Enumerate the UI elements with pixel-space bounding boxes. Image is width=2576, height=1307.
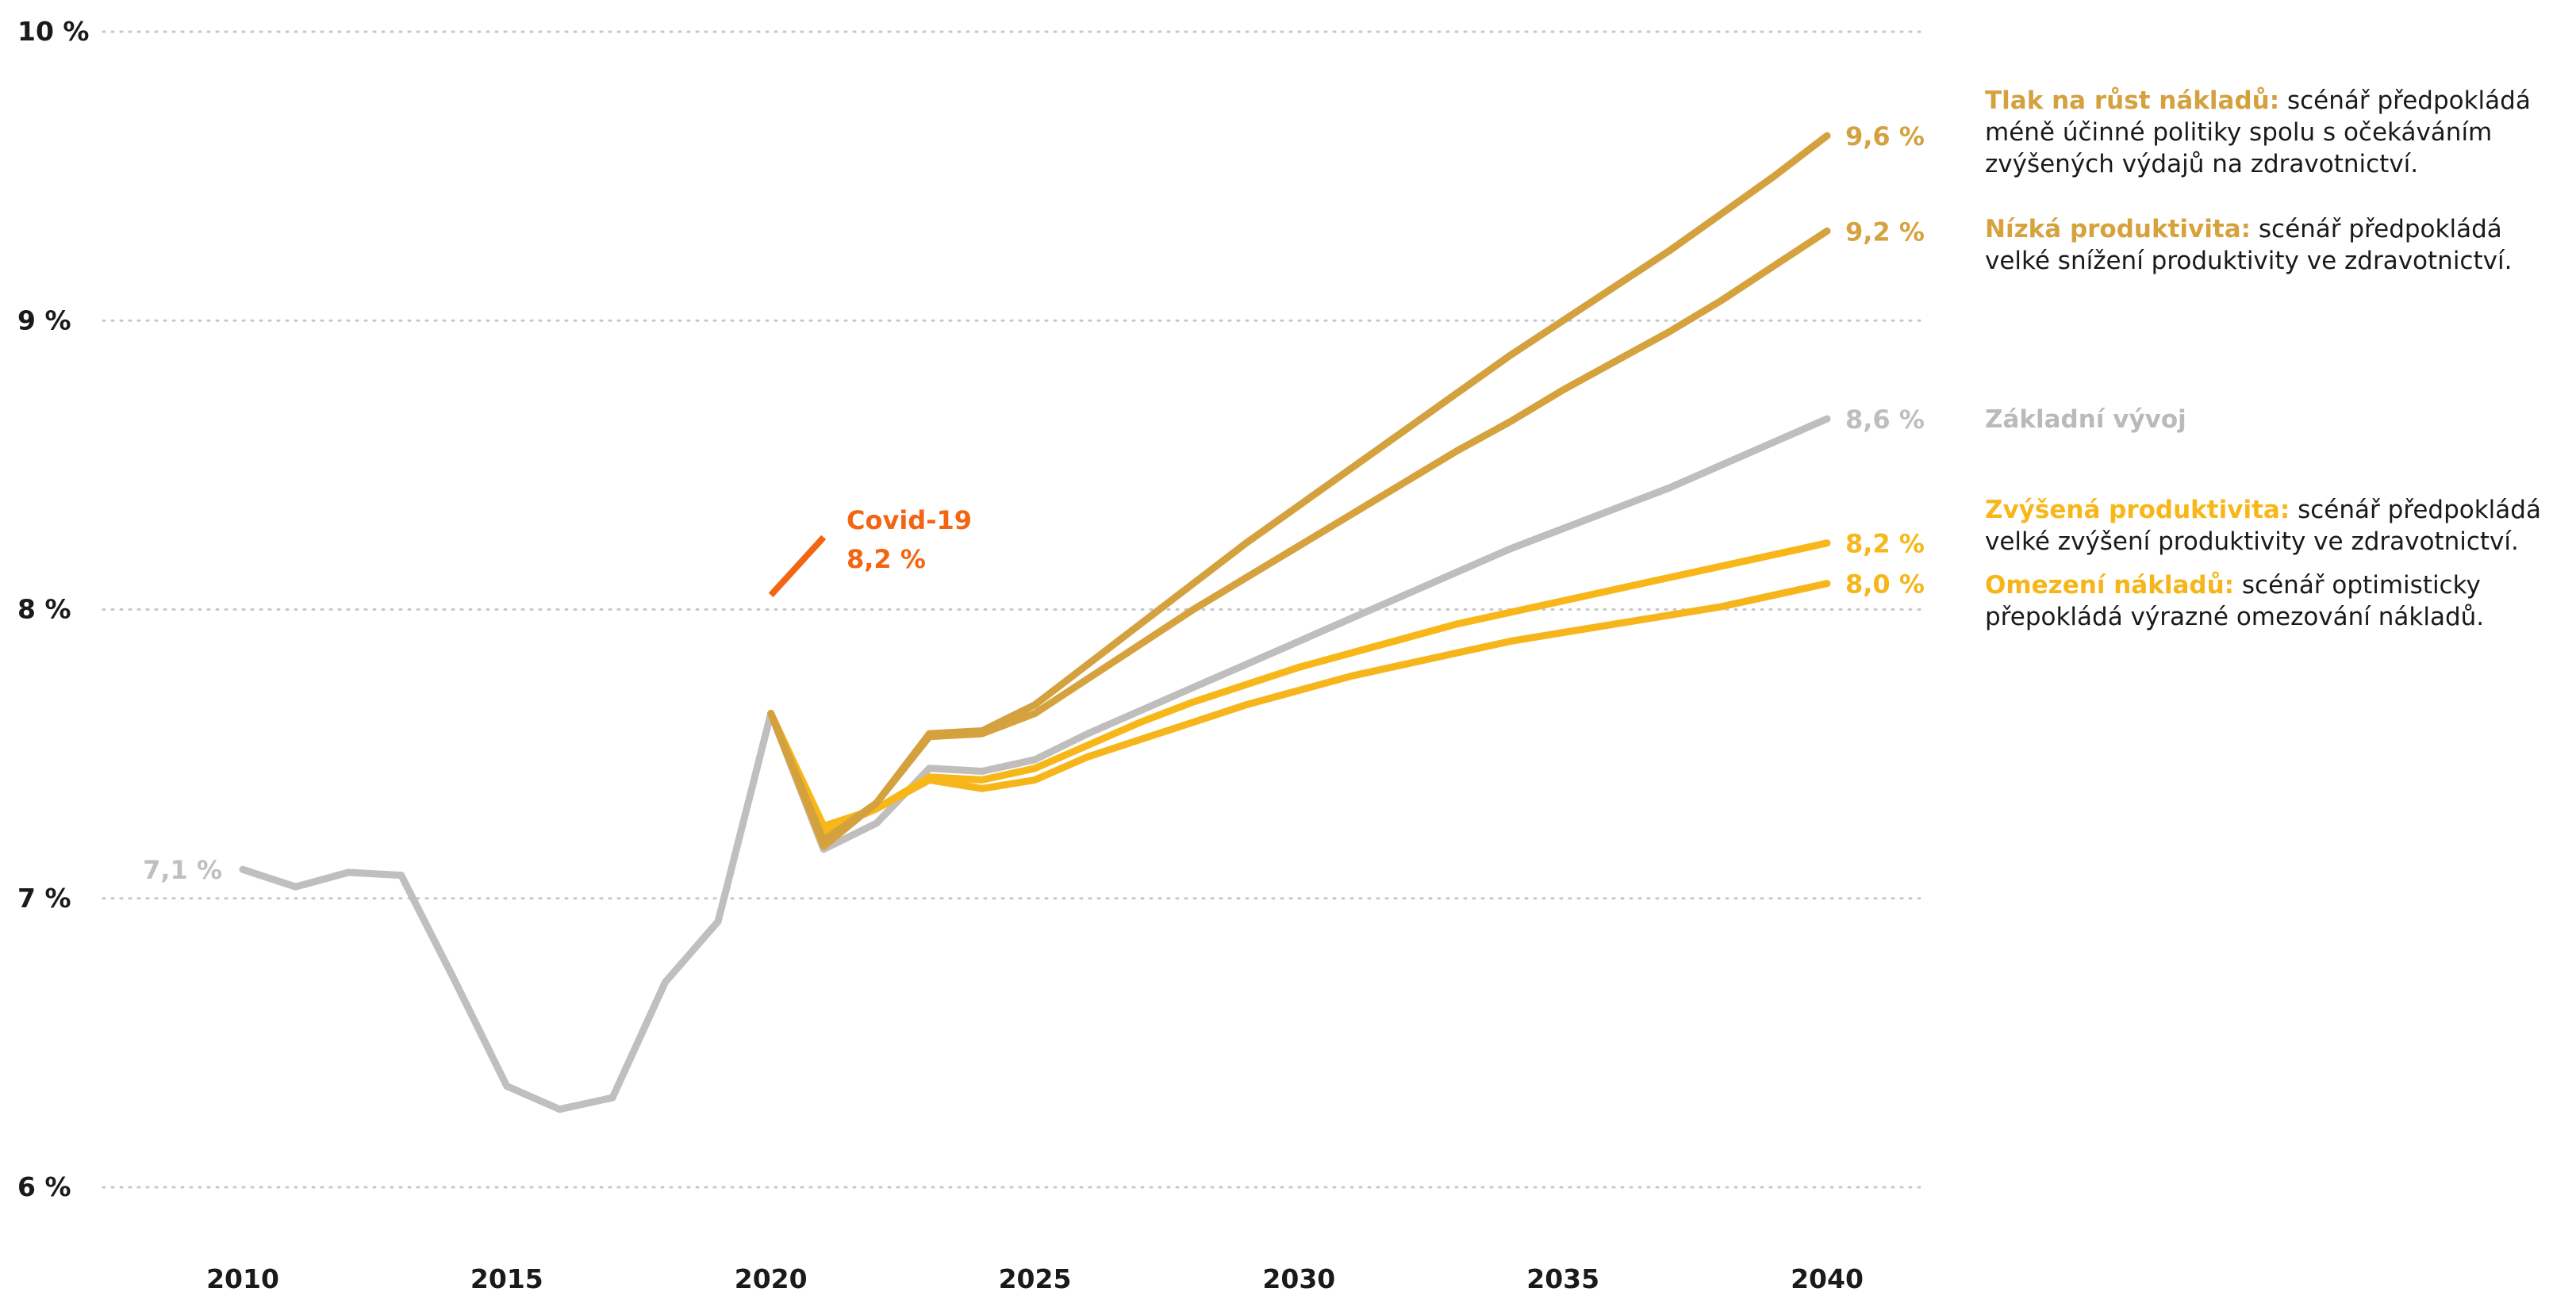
series-line-historie [239, 710, 827, 1113]
x-tick-label: 2040 [1791, 1263, 1864, 1294]
legend-name: Tlak na růst nákladů: [1985, 86, 2280, 115]
x-tick-label: 2025 [999, 1263, 1072, 1294]
end-label-zvysena: 8,2 % [1845, 529, 1925, 559]
series-line-zakladni [767, 415, 1831, 853]
grid-lines [102, 30, 1925, 1189]
legend-description: scénář optimisticky přepokládá výrazné o… [1985, 571, 2485, 631]
legend-item-zakladni: Základní vývoj [1985, 404, 2572, 435]
legend-name: Nízká produktivita: [1985, 215, 2252, 243]
legend-description: scénář předpokládá méně účinné politiky … [1985, 86, 2531, 178]
series-line-omezeni [767, 580, 1831, 836]
y-tick-label: 9 % [17, 305, 71, 335]
series-line-covid [768, 535, 827, 597]
legend-name: Zvýšená produktivita: [1985, 496, 2290, 524]
legend-name: Omezení nákladů: [1985, 571, 2235, 600]
covid-annotation-title: Covid-19 [847, 505, 972, 535]
covid-annotation-value: 8,2 % [847, 544, 926, 574]
y-tick-label: 8 % [17, 594, 71, 625]
end-label-nizka: 9,2 % [1845, 217, 1925, 247]
x-axis-ticks: 2010 2015 2020 2025 2030 2035 2040 [206, 1263, 1864, 1294]
legend-description: scénář předpokládá velké zvýšení produkt… [1985, 496, 2541, 556]
annotations: 7,1 % Covid-19 8,2 % [143, 505, 972, 885]
x-tick-label: 2030 [1262, 1263, 1335, 1294]
x-tick-label: 2015 [470, 1263, 543, 1294]
x-tick-label: 2035 [1526, 1263, 1599, 1294]
end-labels: 9,6 % 9,2 % 8,6 % 8,2 % 8,0 % [1845, 121, 1925, 600]
series-lines [239, 132, 1831, 1113]
legend-item-omezeni: Omezení nákladů: scénář optimisticky pře… [1985, 569, 2572, 633]
end-label-tlak: 9,6 % [1845, 121, 1925, 151]
y-tick-label: 7 % [17, 883, 71, 914]
legend-description: scénář předpokládá velké snížení produkt… [1985, 215, 2513, 275]
legend-name: Základní vývoj [1985, 405, 2186, 434]
x-tick-label: 2010 [206, 1263, 279, 1294]
start-value-label: 7,1 % [143, 855, 222, 885]
end-label-omezeni: 8,0 % [1845, 569, 1925, 600]
y-tick-label: 6 % [17, 1171, 71, 1202]
x-tick-label: 2020 [735, 1263, 808, 1294]
legend-item-zvysena: Zvýšená produktivita: scénář předpokládá… [1985, 494, 2572, 558]
series-line-zvysena [767, 539, 1831, 830]
series-line-nizka [767, 227, 1831, 850]
y-tick-label: 10 % [17, 16, 89, 47]
legend-item-nizka: Nízká produktivita: scénář předpokládá v… [1985, 213, 2572, 277]
y-axis-ticks: 10 % 9 % 8 % 7 % 6 % [17, 16, 89, 1202]
series-line-tlak [767, 132, 1831, 845]
legend-item-tlak: Tlak na růst nákladů: scénář předpokládá… [1985, 85, 2572, 180]
end-label-zakladni: 8,6 % [1845, 404, 1925, 435]
